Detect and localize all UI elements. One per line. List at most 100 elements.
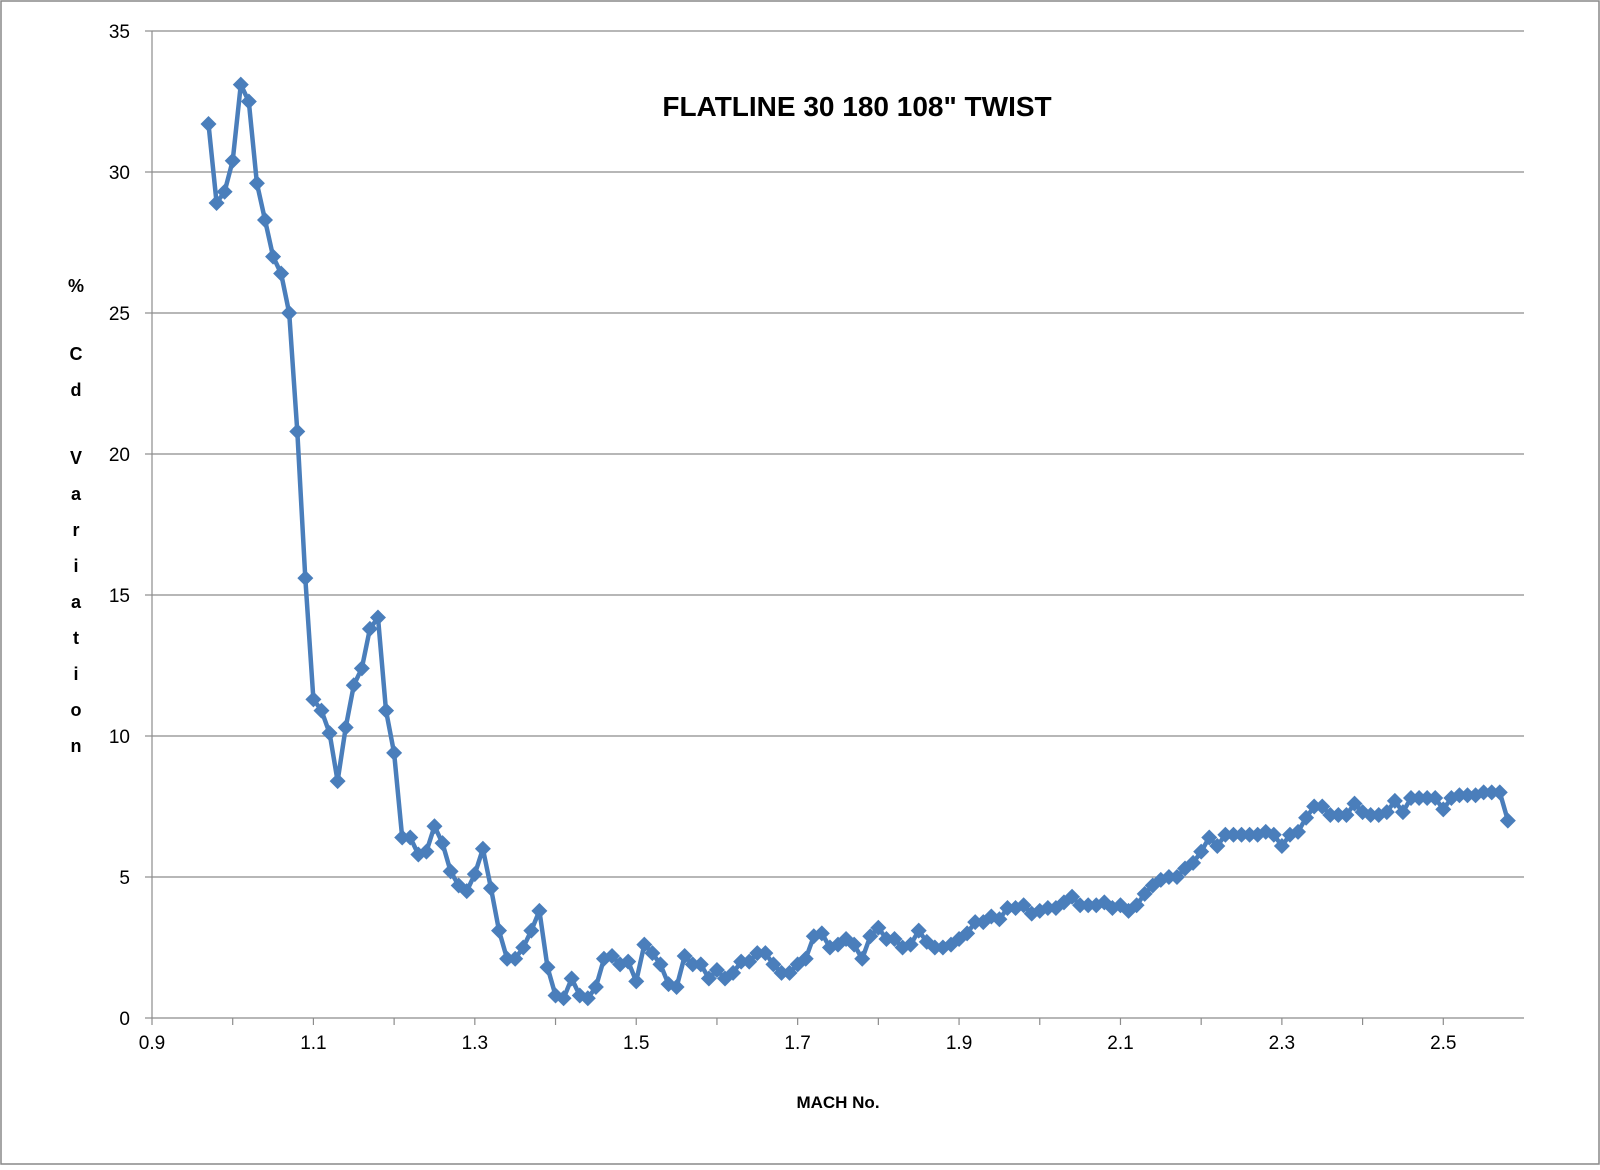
data-point [386, 744, 403, 761]
data-point [208, 195, 225, 212]
data-point [1168, 869, 1185, 885]
data-point [1225, 826, 1242, 843]
data-point [1419, 790, 1436, 807]
data-point [1499, 812, 1516, 829]
data-point [700, 970, 717, 987]
x-tick-label: 2.5 [1430, 1033, 1456, 1054]
data-point [797, 950, 814, 967]
data-point [1064, 888, 1081, 905]
data-point [1346, 795, 1363, 812]
y-tick-label: 15 [109, 586, 130, 607]
data-point [757, 945, 774, 962]
data-point [345, 677, 362, 694]
data-point [1314, 798, 1331, 815]
data-point [474, 840, 491, 857]
data-point [491, 922, 508, 939]
data-point [741, 953, 758, 970]
data-point [216, 183, 233, 200]
data-point [1015, 897, 1032, 914]
data-point [466, 866, 483, 883]
series-layer [200, 76, 1516, 1007]
y-axis-title-char: d [71, 380, 82, 400]
data-point [1136, 885, 1153, 902]
data-point [1160, 869, 1177, 885]
data-point [781, 964, 798, 981]
data-point [725, 964, 742, 981]
y-axis-title-char: C [70, 344, 83, 364]
x-tick-label: 1.3 [462, 1033, 488, 1054]
data-point [878, 931, 895, 948]
data-point [1459, 787, 1476, 804]
data-point [555, 990, 572, 1007]
data-point [587, 978, 604, 995]
x-axis-title: MACH No. [796, 1093, 879, 1112]
gridlines [152, 30, 1524, 878]
data-point [1072, 897, 1089, 914]
data-point [1193, 843, 1210, 860]
y-axis-title-char: i [73, 556, 78, 576]
data-point [1451, 787, 1468, 804]
data-point [926, 939, 943, 956]
data-point [232, 76, 249, 93]
y-axis-title-char: V [70, 448, 82, 468]
data-point [959, 925, 976, 942]
data-point [910, 922, 927, 939]
data-point [281, 305, 298, 321]
data-point [773, 964, 790, 981]
data-point [329, 773, 346, 790]
data-point [394, 829, 411, 846]
x-tick-label: 1.1 [300, 1033, 326, 1054]
data-point [434, 835, 451, 852]
data-point [256, 211, 273, 228]
x-tick-label: 1.9 [946, 1033, 972, 1054]
y-axis-title-char: n [71, 736, 82, 756]
data-point [999, 900, 1016, 917]
data-point [1241, 826, 1258, 843]
data-point [1039, 900, 1056, 917]
data-point [692, 956, 709, 973]
data-point [1435, 801, 1452, 818]
y-tick-label: 30 [109, 163, 130, 184]
data-point [1217, 826, 1234, 843]
data-point [240, 93, 257, 110]
data-point [442, 863, 459, 880]
data-point [1338, 806, 1355, 823]
data-point [507, 950, 524, 967]
data-point [636, 936, 653, 953]
data-point [813, 925, 830, 942]
data-point [273, 265, 290, 282]
x-tick-label: 2.3 [1269, 1033, 1295, 1054]
data-point [604, 947, 621, 964]
data-point [297, 570, 314, 587]
x-tick-label: 0.9 [139, 1033, 165, 1054]
data-point [531, 902, 548, 919]
data-point [1185, 854, 1202, 871]
data-point [1483, 784, 1500, 801]
data-point [1386, 792, 1403, 809]
data-point [1330, 806, 1347, 823]
data-point [378, 702, 395, 719]
data-point [579, 990, 596, 1007]
data-point [563, 970, 580, 987]
axes: 0 5 10 15 20 25 30 35 0.9 1.1 1.3 1.5 1.7 1.9 2.1 2.3 2.… [109, 22, 1524, 1054]
data-point [458, 883, 475, 900]
data-point [1394, 804, 1411, 821]
y-axis-title-char: r [72, 520, 79, 540]
data-point [991, 911, 1008, 928]
data-point [321, 725, 338, 742]
x-tick-label: 1.5 [623, 1033, 649, 1054]
data-point [1403, 790, 1420, 807]
data-point [1298, 809, 1315, 826]
data-point [854, 950, 871, 967]
data-point [1201, 829, 1218, 846]
data-point [749, 945, 766, 962]
y-axis-title-char: o [71, 700, 82, 720]
data-point [369, 609, 386, 626]
data-point [265, 248, 282, 265]
y-tick-label: 10 [109, 727, 130, 748]
data-point [862, 928, 879, 945]
data-point [1080, 897, 1097, 914]
data-point [482, 880, 499, 897]
